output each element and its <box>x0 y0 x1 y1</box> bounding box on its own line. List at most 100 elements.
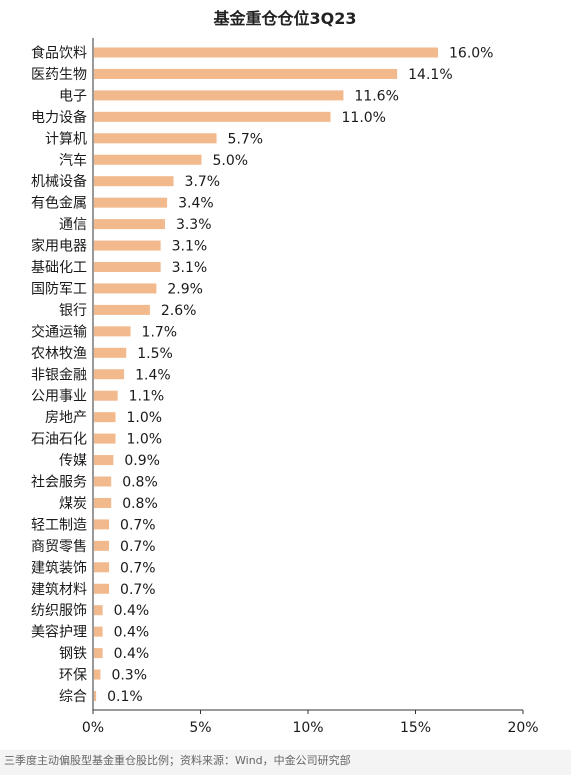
bar <box>94 433 116 444</box>
category-label: 机械设备 <box>31 173 87 190</box>
bar <box>94 111 331 122</box>
value-label: 5.7% <box>228 131 264 147</box>
value-label: 3.3% <box>176 217 212 233</box>
value-label: 0.7% <box>120 582 156 598</box>
category-label: 医药生物 <box>31 67 87 83</box>
bar <box>94 133 217 144</box>
value-label: 0.3% <box>111 668 147 684</box>
category-label: 社会服务 <box>31 475 87 491</box>
value-label: 0.4% <box>114 625 150 641</box>
chart-area: 基金重仓仓位3Q23 食品饮料 16.0% 医药生物 14.1% 电子 11.6% 电力设备… <box>0 0 571 750</box>
bar <box>94 412 116 423</box>
value-label: 0.1% <box>107 689 143 705</box>
category-label: 石油石化 <box>31 432 87 448</box>
value-label: 1.1% <box>129 389 165 405</box>
bar <box>94 262 161 272</box>
category-label: 通信 <box>59 217 87 233</box>
value-label: 0.4% <box>114 646 150 662</box>
bar <box>94 540 110 551</box>
category-label: 公用事业 <box>31 389 87 405</box>
value-label: 11.6% <box>354 88 398 104</box>
category-label: 食品饮料 <box>31 45 87 62</box>
bar <box>94 219 165 230</box>
bar <box>94 497 112 508</box>
x-tick-label: 15% <box>400 720 431 736</box>
x-axis: 0% 5% 10% 15% 20% <box>82 38 539 736</box>
bar <box>94 347 127 358</box>
category-label: 房地产 <box>45 410 87 426</box>
value-label: 1.4% <box>135 367 171 383</box>
category-label: 交通运输 <box>31 323 87 340</box>
category-label: 电子 <box>59 88 87 104</box>
chart-title: 基金重仓仓位3Q23 <box>212 9 356 28</box>
bar <box>94 390 118 401</box>
bar <box>94 605 103 616</box>
bar <box>94 68 398 79</box>
bar <box>94 90 344 101</box>
bar <box>94 197 168 208</box>
value-label: 3.4% <box>178 196 214 212</box>
x-tick-label: 5% <box>189 720 211 736</box>
x-tick-label: 20% <box>507 720 538 736</box>
category-label: 汽车 <box>59 152 87 169</box>
source-note: 三季度主动偏股型基金重仓股比例；资料来源：Wind，中金公司研究部 <box>4 754 351 767</box>
value-label: 2.6% <box>161 303 197 319</box>
category-label: 建筑材料 <box>31 582 87 598</box>
category-label: 非银金融 <box>31 367 87 383</box>
bar <box>94 455 114 466</box>
category-label: 环保 <box>59 668 87 684</box>
category-label: 农林牧渔 <box>31 346 87 362</box>
value-label: 1.5% <box>137 346 173 362</box>
x-tick-label: 0% <box>82 720 104 736</box>
bar <box>94 369 125 380</box>
category-label: 国防军工 <box>31 281 87 297</box>
value-label: 16.0% <box>449 46 493 62</box>
category-label: 煤炭 <box>59 496 87 512</box>
value-label: 3.7% <box>185 174 221 190</box>
category-label: 传媒 <box>59 453 87 469</box>
bar <box>94 583 110 594</box>
category-label: 美容护理 <box>31 624 87 641</box>
value-label: 3.1% <box>172 239 208 255</box>
bars-group: 食品饮料 16.0% 医药生物 14.1% 电子 11.6% 电力设备 11.0% 计算机 5.7… <box>31 45 493 706</box>
value-label: 14.1% <box>408 67 452 83</box>
value-label: 0.7% <box>120 560 156 576</box>
value-label: 1.0% <box>127 432 163 448</box>
bar-chart: 基金重仓仓位3Q23 食品饮料 16.0% 医药生物 14.1% 电子 11.6% 电力设备… <box>31 9 539 736</box>
category-label: 轻工制造 <box>31 517 87 533</box>
bar <box>94 691 97 701</box>
bar <box>94 519 110 530</box>
x-tick-label: 10% <box>292 720 323 736</box>
category-label: 建筑装饰 <box>31 560 87 576</box>
value-label: 2.9% <box>167 281 203 297</box>
value-label: 11.0% <box>342 110 386 126</box>
bar <box>94 562 110 573</box>
value-label: 0.7% <box>120 539 156 555</box>
bar <box>94 648 103 659</box>
category-label: 钢铁 <box>59 646 87 662</box>
value-label: 1.7% <box>142 324 178 340</box>
value-label: 3.1% <box>172 260 208 276</box>
bar <box>94 626 103 637</box>
category-label: 有色金属 <box>31 195 87 212</box>
bar <box>94 283 157 294</box>
bar <box>94 669 101 680</box>
bar <box>94 176 174 187</box>
value-label: 0.8% <box>122 496 158 512</box>
bar <box>94 304 150 315</box>
category-label: 基础化工 <box>31 259 87 276</box>
bar <box>94 326 131 337</box>
bar <box>94 154 202 165</box>
category-label: 银行 <box>59 303 87 319</box>
value-label: 5.0% <box>213 153 249 169</box>
category-label: 计算机 <box>45 131 87 147</box>
bar <box>94 47 438 58</box>
category-label: 商贸零售 <box>31 539 87 555</box>
bar <box>94 476 112 487</box>
category-label: 综合 <box>59 689 87 705</box>
value-label: 1.0% <box>127 410 163 426</box>
bar <box>94 240 161 251</box>
value-label: 0.7% <box>120 517 156 533</box>
category-label: 电力设备 <box>31 109 87 126</box>
category-label: 家用电器 <box>31 238 87 255</box>
